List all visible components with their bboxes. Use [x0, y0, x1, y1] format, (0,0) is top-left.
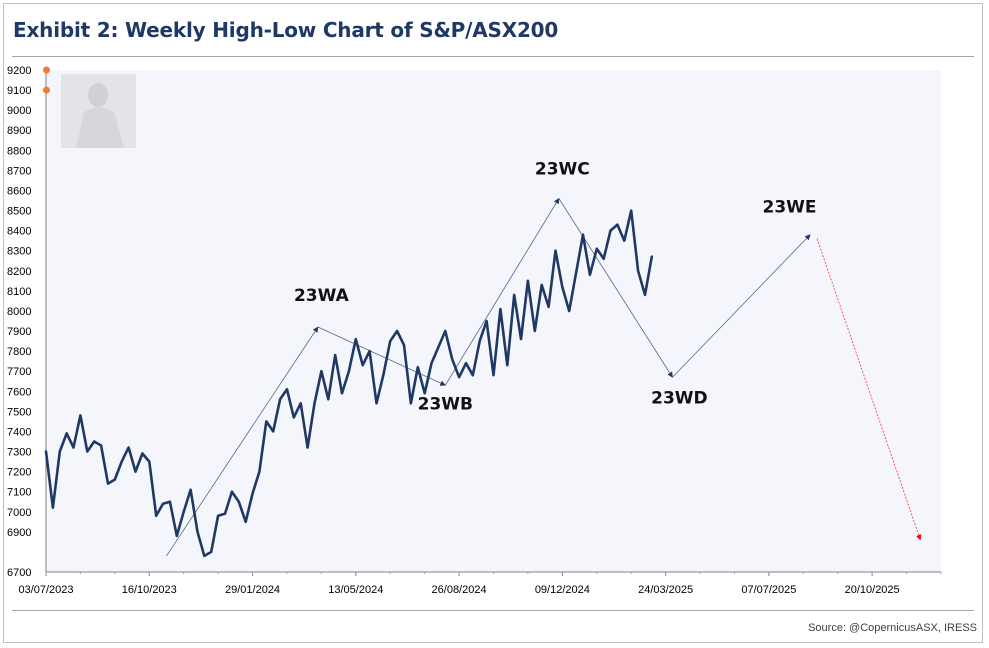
- y-tick-label: 7600: [7, 386, 31, 398]
- y-tick-label: 7200: [7, 467, 31, 479]
- y-tick-label: 8900: [7, 125, 31, 137]
- wave-label: 23WB: [418, 394, 473, 414]
- y-tick-label: 8800: [7, 145, 31, 157]
- wave-label: 23WE: [763, 198, 817, 218]
- y-tick-label: 7400: [7, 426, 31, 438]
- projection-arrow: [558, 198, 673, 378]
- y-tick-label: 9200: [7, 65, 31, 77]
- y-tick-label: 8300: [7, 246, 31, 258]
- y-tick-label: 8200: [7, 266, 31, 278]
- x-tick-label: 26/08/2024: [432, 584, 487, 596]
- price-series: [44, 209, 654, 558]
- x-tick-label: 07/07/2025: [741, 584, 796, 596]
- wave-labels: 23WA 23WB 23WC 23WD 23WE: [294, 159, 817, 414]
- x-tick-label: 09/12/2024: [535, 584, 590, 596]
- y-tick-label: 8600: [7, 185, 31, 197]
- y-tick-label: 7500: [7, 406, 31, 418]
- y-tick-label: 8700: [7, 165, 31, 177]
- y-tick-label: 8500: [7, 206, 31, 218]
- footer-divider: [12, 610, 974, 611]
- statue-watermark-icon: [76, 106, 124, 148]
- y-tick-label: 9000: [7, 105, 31, 117]
- x-tick-label: 20/10/2025: [845, 584, 900, 596]
- wave-label: 23WC: [535, 159, 590, 179]
- projection-arrow-down: [816, 238, 922, 541]
- x-tick-label: 13/05/2024: [328, 584, 383, 596]
- title-divider: [12, 56, 974, 57]
- statue-watermark-icon: [88, 83, 108, 107]
- y-tick-label: 7300: [7, 447, 31, 459]
- wave-label: 23WD: [651, 388, 708, 408]
- y-tick-label: 8100: [7, 286, 31, 298]
- level-marker: [43, 66, 50, 74]
- y-tick-label: 7100: [7, 487, 31, 499]
- projection-arrow: [672, 234, 811, 378]
- y-tick-label: 7900: [7, 326, 31, 338]
- chart-title: Exhibit 2: Weekly High-Low Chart of S&P/…: [13, 18, 559, 42]
- x-tick-label: 16/10/2023: [122, 584, 177, 596]
- projection-arrow: [166, 326, 319, 557]
- y-tick-label: 7000: [7, 507, 31, 519]
- watermark-image: [61, 74, 136, 148]
- level-marker: [43, 86, 50, 94]
- x-tick-label: 29/01/2024: [225, 584, 280, 596]
- x-tick-label: 24/03/2025: [638, 584, 693, 596]
- projection-arrow: [444, 198, 560, 386]
- y-tick-label: 7800: [7, 346, 31, 358]
- y-tick-label: 8400: [7, 226, 31, 238]
- plot-area: [46, 70, 941, 572]
- axes: 6700 6900 7000 7100 7200 7300 7400 7500 7600 7700…: [7, 65, 942, 596]
- x-tick-label: 03/07/2023: [18, 584, 73, 596]
- y-tick-label: 6900: [7, 527, 31, 539]
- y-tick-label: 9100: [7, 85, 31, 97]
- y-tick-label: 7700: [7, 366, 31, 378]
- wave-label: 23WA: [294, 286, 350, 306]
- y-tick-label: 6700: [7, 567, 31, 579]
- projection-arrow: [317, 326, 446, 386]
- price-line: [44, 209, 654, 558]
- projection-arrows: [166, 198, 922, 557]
- y-tick-label: 8000: [7, 306, 31, 318]
- source-note: Source: @CopernicusASX, IRESS: [808, 622, 977, 634]
